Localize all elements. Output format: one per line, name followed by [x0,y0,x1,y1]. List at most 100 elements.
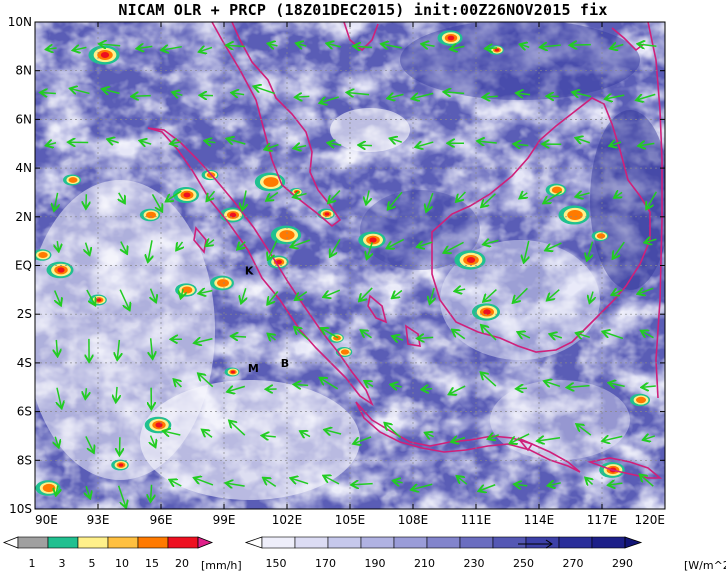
wind-arrow [391,139,402,142]
wind-arrow [232,336,247,337]
wind-arrow [545,382,561,387]
wind-arrow [418,242,433,246]
wind-arrow [606,95,625,99]
wind-arrow [413,93,434,98]
wind-arrow [151,435,155,446]
olr-cb-tick: 270 [563,557,584,570]
olr-cb-swatch [492,536,527,549]
lon-label: 99E [213,513,236,527]
olr-cb-tick: 290 [612,557,633,570]
wind-arrow [203,431,213,438]
wind-arrow [355,436,372,443]
wind-arrow [521,45,530,48]
wind-arrow [482,373,497,387]
precip-cell [295,190,299,194]
wind-arrow [269,44,278,46]
precip-cell [217,279,229,287]
wind-arrow [646,239,657,242]
lon-label: 90E [35,513,58,527]
lon-label: 108E [398,513,429,527]
olr-cb-swatch [525,536,560,549]
wind-arrow [55,436,58,446]
precip-cell [494,48,500,52]
precip-cell [57,267,65,273]
wind-arrow [571,45,591,46]
place-labels: K M B [245,264,289,374]
wind-arrow [121,241,127,253]
wind-arrow [103,89,120,93]
wind-arrow [453,330,466,340]
olr-cb-tick: 250 [513,557,534,570]
wind-arrow [329,143,342,145]
longitude-labels: 90E 93E 96E 99E 102E 105E 108E 111E 114E 117E 120E [35,513,665,527]
wind-arrow [206,141,216,143]
olr-cb-swatch [558,536,593,549]
wind-arrow [383,44,402,48]
wind-arrow [174,93,183,96]
wind-arrow [604,436,623,440]
wind-arrow [47,48,57,49]
precip-cb-tick: 15 [145,557,159,570]
wind-arrow [172,142,181,144]
wind-arrow [296,96,310,97]
olr-cb-tick: 170 [315,557,336,570]
wind-arrow [577,138,591,142]
precip-cell [229,212,237,218]
precip-cell [567,209,583,221]
wind-arrow [100,44,121,46]
wind-arrow [426,433,434,436]
wind-arrow [482,326,497,341]
wind-arrow [517,93,531,94]
precip-cell [596,233,606,239]
wind-arrow [417,142,434,147]
wind-arrow [367,242,372,257]
wind-arrow [195,478,214,486]
wind-arrow [86,242,90,254]
wind-arrow [56,485,58,495]
wind-arrow [355,46,373,47]
wind-arrow [181,288,183,297]
wind-arrow [484,96,498,97]
wind-arrow [590,291,593,302]
lat-lon-grid [35,22,665,509]
lon-label: 120E [635,513,666,527]
wind-arrow [295,385,309,386]
olr-cb-swatch [327,536,362,549]
bangka-coast [367,294,388,324]
wind-arrow [639,288,654,293]
wind-arrow [430,287,434,302]
wind-arrow [268,240,278,258]
wind-arrow [514,287,528,301]
precip-cb-tick: 20 [175,557,189,570]
wind-arrow [386,424,402,439]
precip-cb-swatch [137,536,169,549]
wind-arrow [511,433,530,443]
wind-arrow [613,290,623,294]
precip-cell [263,177,279,187]
wind-arrow [227,483,245,486]
olr-cb-swatch [426,536,461,549]
wind-arrow [609,483,623,485]
place-label-m: M [248,362,259,375]
wind-arrow [539,438,561,441]
precip-cb-upper-triangle [197,536,214,549]
precip-cell [635,396,647,404]
wind-arrow [615,192,622,197]
olr-cb-swatch [459,536,494,549]
precip-cb-swatch [17,536,49,549]
wind-arrow [394,481,403,483]
wind-arrow [610,383,625,386]
wind-arrow [393,289,403,298]
lat-label: EQ [15,259,32,273]
wind-arrow [321,379,339,390]
lon-label: 102E [272,513,303,527]
wind-arrow [117,485,126,507]
wind-arrow [643,386,656,387]
precip-cell [324,212,330,216]
wind-arrow [348,93,370,95]
wind-arrow [611,142,622,145]
wind-arrow [151,484,152,501]
wind-arrow [389,191,403,208]
wind-arrow [577,333,590,337]
wind-arrow [568,386,590,388]
